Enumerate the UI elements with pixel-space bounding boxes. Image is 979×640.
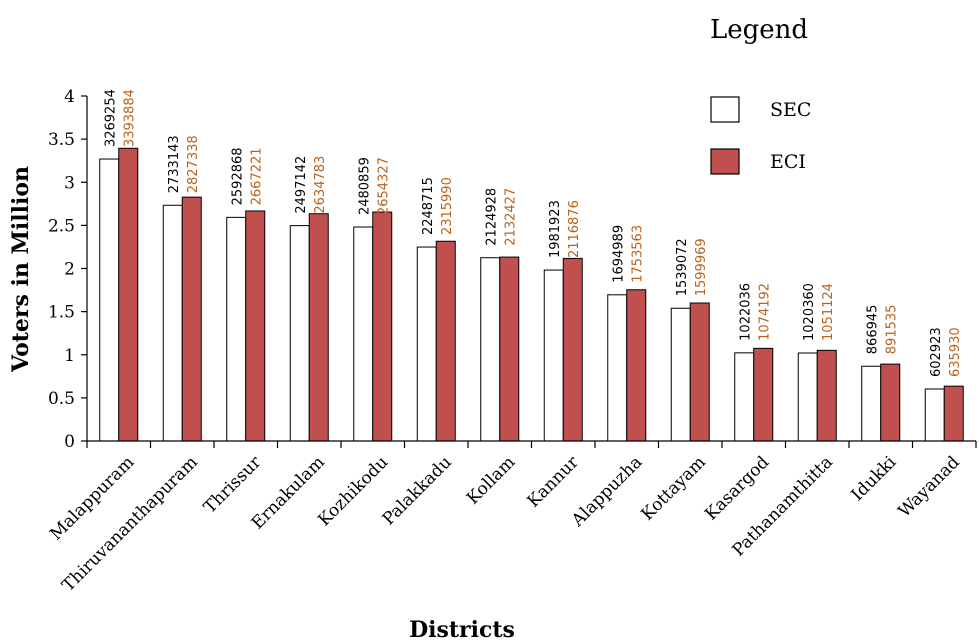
bar-sec: [289, 225, 310, 442]
data-label-eci: 2132427: [503, 188, 518, 246]
legend: Legend SEC ECI: [710, 15, 811, 175]
data-label-eci: 2315990: [440, 177, 455, 235]
y-tick-label: 0: [64, 432, 75, 452]
data-label-sec: 866945: [865, 305, 880, 355]
data-label-eci: 891535: [884, 305, 899, 355]
bar-sec: [734, 352, 755, 442]
bar-sec: [99, 158, 120, 442]
bar-eci: [880, 363, 901, 442]
data-label-eci: 2116876: [567, 200, 582, 258]
x-tick-label: Kannur: [524, 452, 584, 512]
bar-sec: [543, 269, 564, 442]
data-label-eci: 1051124: [821, 283, 836, 341]
legend-label-sec: SEC: [770, 99, 811, 121]
bar-sec: [226, 216, 247, 442]
data-label-sec: 2248715: [421, 177, 436, 235]
data-label-eci: 2634783: [313, 156, 328, 214]
data-label-eci: 2827338: [186, 135, 201, 193]
x-tick-label: Idukki: [848, 452, 901, 505]
x-tick-label: Thrissur: [200, 452, 266, 518]
bar-sec: [670, 307, 691, 442]
data-label-eci: 635930: [948, 327, 963, 377]
data-label-eci: 2667221: [249, 147, 264, 205]
data-label-sec: 1539072: [675, 238, 690, 296]
data-label-sec: 2124928: [484, 188, 499, 246]
bar-sec: [607, 294, 628, 442]
data-label-eci: 1599969: [694, 238, 709, 296]
data-label-sec: 2592868: [230, 147, 245, 205]
x-tick-label: Kottayam: [638, 452, 710, 524]
legend-title: Legend: [710, 15, 808, 45]
data-label-sec: 2733143: [167, 135, 182, 193]
data-label-sec: 1022036: [738, 283, 753, 341]
x-tick-label: Kollam: [463, 452, 519, 508]
legend-swatch-eci: [710, 148, 740, 175]
bar-eci: [435, 240, 456, 442]
legend-label-eci: ECI: [770, 151, 806, 173]
y-tick-label: 4: [64, 87, 75, 107]
y-tick-label: 2: [64, 260, 75, 280]
bar-eci: [626, 289, 647, 442]
bar-eci: [689, 302, 710, 442]
y-tick-label: 1: [64, 346, 75, 366]
y-tick-label: 3: [64, 173, 75, 193]
bar-sec: [162, 204, 183, 442]
x-tick-label: Palakkadu: [379, 452, 456, 529]
bar-sec: [480, 257, 501, 442]
bar-sec: [416, 246, 437, 442]
legend-swatch-sec: [710, 96, 740, 123]
data-label-sec: 1694989: [611, 225, 626, 283]
bar-eci: [118, 147, 139, 442]
bar-eci: [308, 213, 329, 442]
data-label-eci: 3393884: [122, 89, 137, 147]
bar-sec: [797, 352, 818, 442]
bar-eci: [943, 385, 964, 442]
y-tick-label: 0.5: [48, 389, 75, 409]
data-label-eci: 2654327: [376, 157, 391, 215]
bar-eci: [816, 349, 837, 442]
bar-eci: [562, 257, 583, 442]
data-label-sec: 1020360: [802, 283, 817, 341]
y-tick-label: 3.5: [48, 130, 75, 150]
bar-eci: [181, 196, 202, 442]
bar-sec: [861, 365, 882, 442]
data-label-sec: 2497142: [294, 156, 309, 214]
bar-eci: [753, 347, 774, 442]
y-tick-label: 1.5: [48, 303, 75, 323]
data-label-eci: 1074192: [757, 283, 772, 341]
data-label-sec: 602923: [929, 327, 944, 377]
x-axis-title: Districts: [409, 617, 515, 640]
y-axis-title: Voters in Million: [8, 166, 34, 373]
bar-sec: [924, 388, 945, 442]
bar-eci: [499, 256, 520, 442]
bar-eci: [372, 211, 393, 442]
data-label-eci: 1753563: [630, 225, 645, 283]
bar-sec: [353, 226, 374, 442]
data-label-sec: 3269254: [103, 89, 118, 147]
data-label-sec: 1981923: [548, 200, 563, 258]
data-label-sec: 2480859: [357, 157, 372, 215]
y-tick-label: 2.5: [48, 216, 75, 236]
x-tick-label: Wayanad: [895, 452, 964, 521]
bar-eci: [245, 210, 266, 442]
